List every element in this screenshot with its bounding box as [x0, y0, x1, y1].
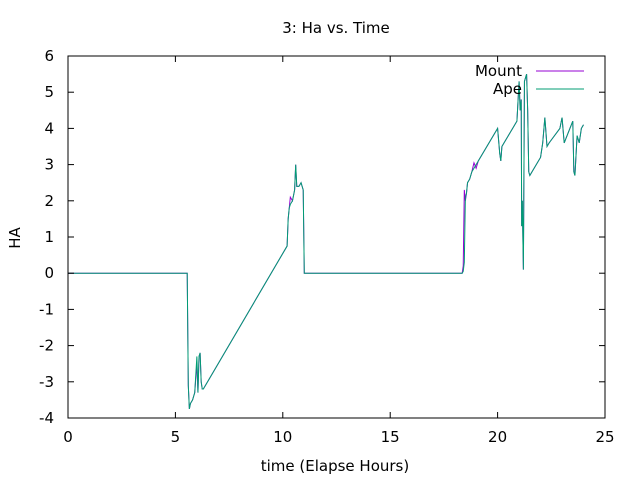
- x-tick-label: 15: [381, 428, 400, 446]
- series-layer: [68, 73, 584, 410]
- x-tick-label: 20: [488, 428, 507, 446]
- axes-layer: 0 5 10 15 20 25 -4 -3 -2 -1 0 1 2 3 4 5 6: [39, 47, 615, 446]
- y-axis-label: HA: [6, 226, 24, 248]
- series-line-ape: [68, 73, 584, 410]
- x-axis-label: time (Elapse Hours): [261, 457, 409, 475]
- y-tick-label: -1: [39, 300, 54, 318]
- y-tick-label: 4: [44, 119, 54, 137]
- y-tick-label: 0: [44, 264, 54, 282]
- y-tick-label: -2: [39, 337, 54, 355]
- y-tick-label: 5: [44, 83, 54, 101]
- chart-title: 3: Ha vs. Time: [282, 19, 390, 37]
- x-tick-label: 25: [595, 428, 614, 446]
- y-tick-label: 1: [44, 228, 54, 246]
- x-tick-label: 10: [273, 428, 292, 446]
- legend-label-ape: Ape: [493, 80, 522, 98]
- y-tick-label: -3: [39, 373, 54, 391]
- x-tick-label: 5: [171, 428, 181, 446]
- y-tick-label: 3: [44, 156, 54, 174]
- y-tick-label: -4: [39, 409, 54, 427]
- x-tick-label: 0: [63, 428, 73, 446]
- y-tick-label: 6: [44, 47, 54, 65]
- legend-label-mount: Mount: [475, 62, 522, 80]
- y-tick-label: 2: [44, 192, 54, 210]
